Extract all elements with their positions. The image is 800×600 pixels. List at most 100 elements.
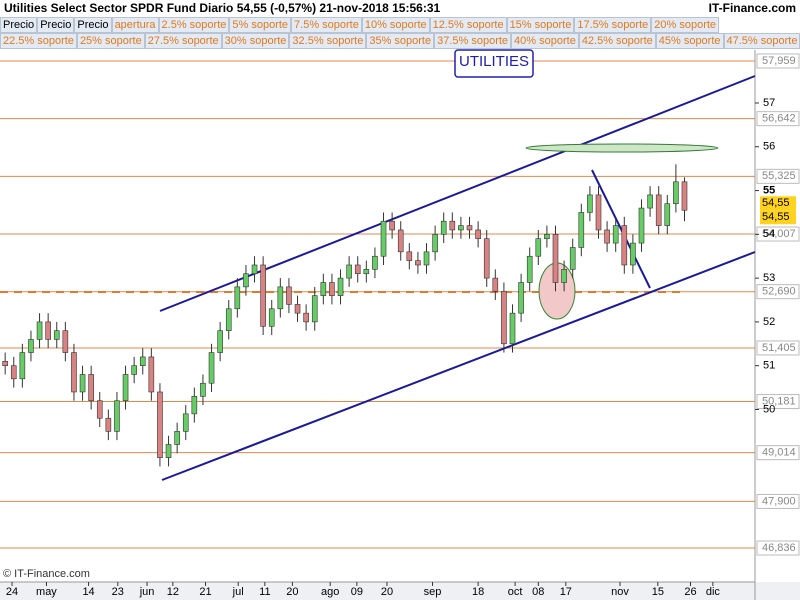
level-label: 50,181 bbox=[762, 395, 796, 407]
toolbar-button[interactable]: 45% soporte bbox=[655, 33, 724, 49]
candle-body bbox=[397, 229, 404, 253]
x-tick-label: 12 bbox=[167, 586, 179, 598]
candle-body bbox=[157, 391, 163, 458]
candle-body bbox=[578, 212, 585, 248]
x-tick-label: jun bbox=[139, 586, 155, 598]
candle-body bbox=[638, 207, 645, 244]
candle-body bbox=[251, 264, 258, 275]
candle-body bbox=[535, 238, 542, 257]
toolbar-button[interactable]: 42.5% soporte bbox=[578, 33, 656, 49]
chart-title: Utilities Select Sector SPDR Fund Diario… bbox=[4, 1, 441, 15]
candle-body bbox=[415, 260, 421, 266]
toolbar-button[interactable]: 47.5% soporte bbox=[723, 33, 800, 49]
candle-body bbox=[234, 286, 241, 310]
candle-body bbox=[294, 304, 301, 314]
candle-body bbox=[612, 225, 619, 244]
candle-body bbox=[526, 255, 533, 283]
x-tick-label: 21 bbox=[199, 586, 211, 598]
channel-lower bbox=[161, 251, 756, 481]
x-tick-label: 17 bbox=[560, 586, 572, 598]
candle-body bbox=[208, 352, 215, 384]
toolbar-button[interactable]: 40% soporte bbox=[511, 33, 579, 49]
brand: IT-Finance.com bbox=[708, 1, 796, 15]
candle-body bbox=[329, 282, 335, 296]
toolbar-button[interactable]: 7.5% soporte bbox=[291, 17, 362, 33]
toolbar-button[interactable]: 20% soporte bbox=[651, 17, 720, 33]
candle-body bbox=[243, 273, 249, 288]
resistance-ellipse bbox=[525, 143, 719, 153]
candle-body bbox=[518, 282, 524, 314]
toolbar-button[interactable]: Precio bbox=[74, 17, 112, 33]
toolbar-button[interactable]: 37.5% soporte bbox=[434, 33, 512, 49]
toolbar-button[interactable]: apertura bbox=[111, 17, 159, 33]
candle-body bbox=[621, 225, 628, 266]
toolbar-button[interactable]: 27.5% soporte bbox=[144, 33, 222, 49]
candle-body bbox=[346, 264, 352, 279]
toolbar-button[interactable]: 30% soporte bbox=[221, 33, 290, 49]
candle-body bbox=[552, 234, 559, 283]
candle-body bbox=[449, 220, 456, 231]
x-tick-label: dic bbox=[706, 586, 721, 598]
x-tick-label: sep bbox=[424, 586, 442, 598]
toolbar-button[interactable]: 2.5% soporte bbox=[158, 17, 230, 33]
y-tick-label: 52 bbox=[763, 316, 775, 328]
candle-body bbox=[440, 220, 447, 235]
y-tick-label: 57 bbox=[763, 97, 775, 109]
candle-body bbox=[28, 339, 34, 353]
candle-body bbox=[544, 234, 550, 240]
candle-body bbox=[105, 417, 112, 432]
candle-body bbox=[561, 269, 567, 283]
toolbar-button[interactable]: 12.5% soporte bbox=[429, 17, 507, 33]
candle-body bbox=[311, 295, 318, 323]
candle-body bbox=[191, 396, 198, 415]
x-tick-label: 24 bbox=[6, 586, 18, 598]
toolbar-button[interactable]: Precio bbox=[0, 17, 38, 33]
level-label-box bbox=[756, 394, 800, 410]
toolbar-button[interactable]: 15% soporte bbox=[506, 17, 575, 33]
level-label: 52,690 bbox=[762, 286, 796, 298]
candle-body bbox=[174, 431, 180, 445]
toolbar-button[interactable]: Precio bbox=[37, 17, 75, 33]
candle-body bbox=[681, 181, 688, 211]
toolbar-button[interactable]: 32.5% soporte bbox=[289, 33, 367, 49]
candle-body bbox=[647, 194, 653, 209]
candle-body bbox=[19, 352, 26, 380]
toolbar-button[interactable]: 25% soporte bbox=[76, 33, 145, 49]
candle-body bbox=[286, 286, 292, 305]
candle-body bbox=[122, 374, 129, 402]
toolbar-button[interactable]: 10% soporte bbox=[361, 17, 430, 33]
copyright: © IT-Finance.com bbox=[3, 568, 90, 580]
candle-body bbox=[79, 374, 86, 393]
candle-body bbox=[630, 242, 636, 266]
x-tick-label: 26 bbox=[684, 586, 696, 598]
x-tick-label: nov bbox=[611, 586, 629, 598]
level-label-box bbox=[756, 445, 800, 461]
y-tick-label: 51 bbox=[763, 360, 775, 372]
toolbar-button[interactable]: 5% soporte bbox=[229, 17, 292, 33]
y-tick-label: 56 bbox=[763, 141, 775, 153]
x-tick-label: 23 bbox=[112, 586, 124, 598]
candle-body bbox=[509, 312, 516, 345]
toolbar-button[interactable]: 22.5% soporte bbox=[0, 33, 77, 49]
toolbar-button[interactable]: 35% soporte bbox=[366, 33, 435, 49]
candle-body bbox=[303, 312, 309, 323]
level-label-box bbox=[756, 493, 800, 509]
candle-body bbox=[569, 247, 576, 270]
toolbar-row: 22.5% soporte 25% soporte 27.5% soporte 30%… bbox=[0, 33, 800, 49]
x-tick-label: oct bbox=[508, 586, 523, 598]
trend-line bbox=[591, 169, 651, 289]
candle-body bbox=[45, 321, 51, 340]
y-tick-label: 53 bbox=[763, 272, 775, 284]
candle-body bbox=[114, 400, 120, 432]
toolbar-button[interactable]: 17.5% soporte bbox=[574, 17, 652, 33]
x-tick-label: may bbox=[36, 586, 57, 598]
candle-body bbox=[483, 238, 490, 279]
x-tick-label: 15 bbox=[652, 586, 664, 598]
level-label: 56,642 bbox=[762, 113, 796, 125]
candle-body bbox=[268, 308, 275, 327]
candle-body bbox=[148, 356, 155, 393]
level-label: 47,900 bbox=[762, 495, 796, 507]
candle-body bbox=[2, 361, 8, 366]
candle-body bbox=[53, 330, 60, 340]
